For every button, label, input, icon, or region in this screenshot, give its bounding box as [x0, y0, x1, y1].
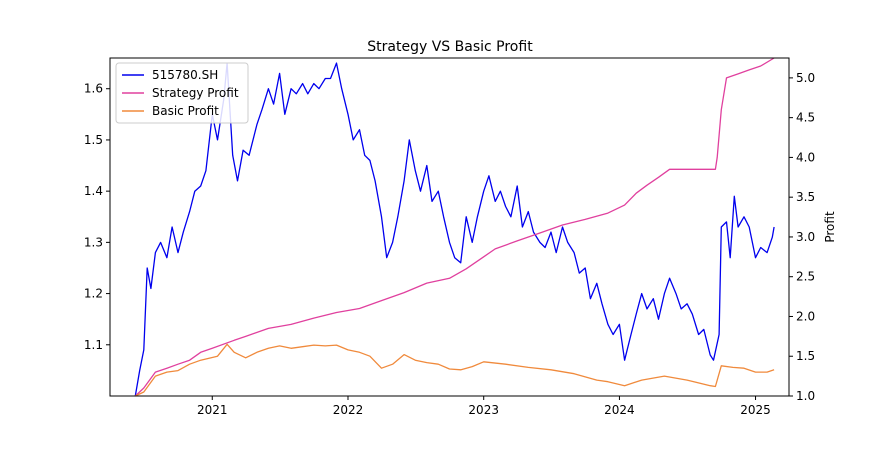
x-tick-label: 2021 — [197, 403, 228, 417]
series-line-0 — [134, 62, 775, 397]
y-left-tick-label: 1.2 — [84, 287, 103, 301]
legend-label: Strategy Profit — [152, 86, 239, 100]
y-left-tick-label: 1.6 — [84, 82, 103, 96]
y-right-tick-label: 3.0 — [796, 230, 815, 244]
chart-title: Strategy VS Basic Profit — [367, 39, 533, 55]
series-line-1 — [134, 57, 775, 397]
y-left-tick-label: 1.1 — [84, 338, 103, 352]
y-right-tick-label: 5.0 — [796, 71, 815, 85]
legend-label: Basic Profit — [152, 104, 219, 118]
y-right-tick-label: 2.5 — [796, 270, 815, 284]
x-tick-label: 2022 — [333, 403, 364, 417]
x-tick-label: 2023 — [468, 403, 499, 417]
series-layer — [134, 57, 775, 397]
x-tick-label: 2025 — [740, 403, 771, 417]
y-right-tick-label: 4.0 — [796, 150, 815, 164]
plot-area — [109, 57, 790, 397]
y-left-tick-label: 1.4 — [84, 184, 103, 198]
y-right-tick-label: 2.0 — [796, 309, 815, 323]
legend: 515780.SH Strategy Profit Basic Profit — [115, 62, 249, 124]
x-axis: 2021 2022 2023 2024 2025 — [197, 396, 771, 417]
y-right-tick-label: 1.5 — [796, 349, 815, 363]
y-right-tick-label: 1.0 — [796, 389, 815, 403]
y-right-tick-label: 4.5 — [796, 111, 815, 125]
legend-label: 515780.SH — [152, 68, 218, 82]
y-axis-left: 1.1 1.2 1.3 1.4 1.5 1.6 — [84, 82, 110, 352]
y-left-tick-label: 1.3 — [84, 235, 103, 249]
series-line-2 — [135, 343, 775, 397]
y-left-tick-label: 1.5 — [84, 133, 103, 147]
y-axis-right: 1.0 1.5 2.0 2.5 3.0 3.5 4.0 4.5 5.0 — [789, 71, 815, 403]
legend-box — [115, 62, 249, 124]
x-tick-label: 2024 — [604, 403, 635, 417]
y-right-tick-label: 3.5 — [796, 190, 815, 204]
y-axis-right-label: Profit — [823, 211, 837, 243]
